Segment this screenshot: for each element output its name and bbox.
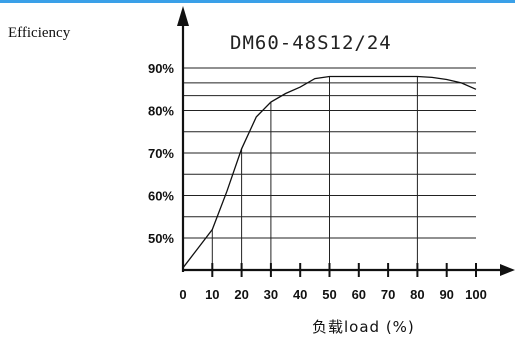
x-axis-label: 负载load (%) xyxy=(312,318,415,336)
y-tick-label: 60% xyxy=(148,189,174,204)
y-tick-label: 80% xyxy=(148,104,174,119)
efficiency-series-line xyxy=(182,75,477,269)
y-axis-arrow xyxy=(177,6,189,26)
x-axis-arrow xyxy=(500,264,515,276)
x-tick-label: 10 xyxy=(205,287,219,302)
y-tick-label: 70% xyxy=(148,146,174,161)
x-tick-label: 50 xyxy=(322,287,336,302)
x-tick-label: 100 xyxy=(465,287,487,302)
y-tick-label: 50% xyxy=(148,231,174,246)
x-tick-marks xyxy=(211,263,477,277)
x-tick-label: 80 xyxy=(410,287,424,302)
chart-title: DM60-48S12/24 xyxy=(230,32,392,54)
x-tick-label: 30 xyxy=(264,287,278,302)
x-tick-label: 90 xyxy=(439,287,453,302)
x-tick-label: 60 xyxy=(352,287,366,302)
x-tick-label: 20 xyxy=(234,287,248,302)
x-tick-label: 40 xyxy=(293,287,307,302)
x-tick-label: 0 xyxy=(179,287,186,302)
vertical-droplines xyxy=(211,76,418,270)
gridlines xyxy=(183,67,476,239)
y-axis-label: Efficiency xyxy=(8,25,71,41)
y-tick-labels: 90% 80% 70% 60% 50% xyxy=(148,61,174,246)
x-tick-label: 70 xyxy=(381,287,395,302)
header-accent-rule xyxy=(0,0,515,3)
y-tick-label: 90% xyxy=(148,61,174,76)
x-tick-labels: 0 10 20 30 40 50 60 70 80 90 100 xyxy=(179,287,486,302)
